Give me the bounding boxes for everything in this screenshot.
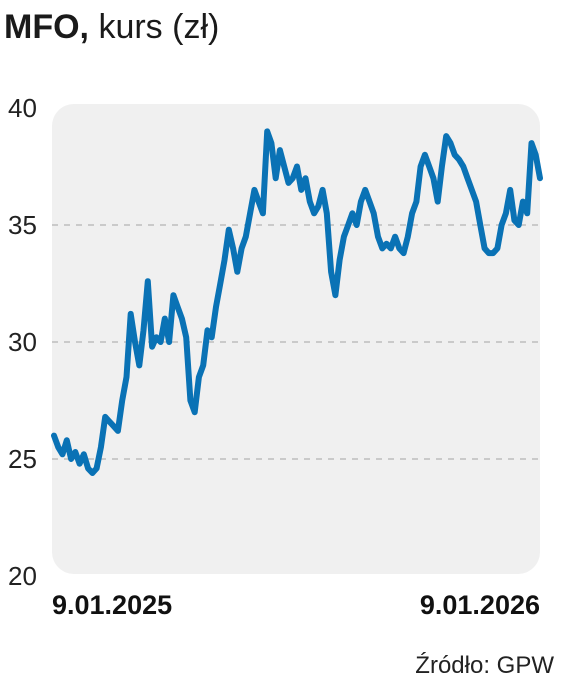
y-tick-label: 40 <box>8 93 37 123</box>
series-line <box>51 128 543 476</box>
chart-title: MFO, kurs (zł) <box>4 6 219 48</box>
plot-background <box>52 104 540 574</box>
y-tick-label: 35 <box>8 210 37 240</box>
y-tick-label: 20 <box>8 561 37 591</box>
source-note: Źródło: GPW <box>415 652 554 679</box>
y-tick-label: 30 <box>8 327 37 357</box>
x-tick-label-end: 9.01.2026 <box>420 590 540 620</box>
chart-title-ticker: MFO, <box>4 8 89 46</box>
x-tick-label-start: 9.01.2025 <box>52 590 172 620</box>
chart-title-subtitle: kurs (zł) <box>98 8 220 46</box>
y-tick-label: 25 <box>8 444 37 474</box>
